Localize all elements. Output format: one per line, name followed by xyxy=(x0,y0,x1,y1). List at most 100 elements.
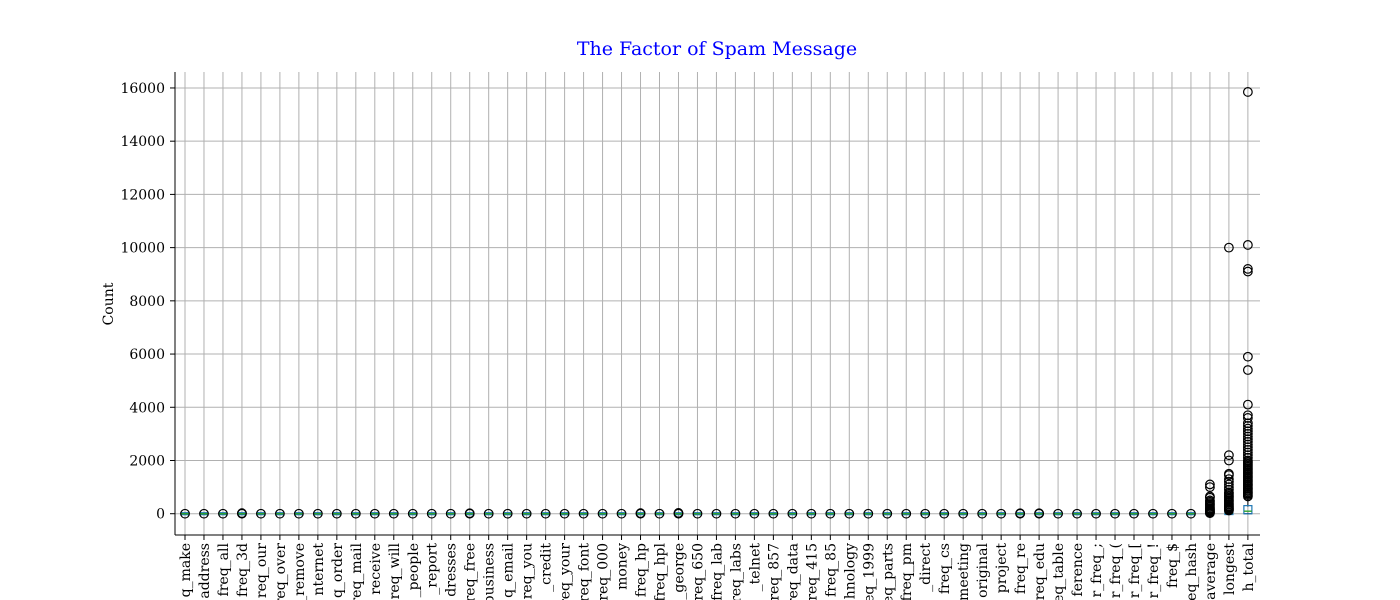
y-tick-label: 10000 xyxy=(120,241,165,257)
flier-point xyxy=(616,508,627,519)
flier-point xyxy=(312,508,323,519)
box-r_freq_; xyxy=(1091,512,1101,516)
box-req_hash xyxy=(1186,512,1196,516)
flier-point xyxy=(939,508,950,519)
box-_direct xyxy=(920,512,930,516)
box-nternet xyxy=(313,512,323,516)
x-ticks: q_make address freq_all freq_3d req_our req_o… xyxy=(178,535,1257,600)
box-req_000 xyxy=(597,512,608,516)
flier-point xyxy=(692,508,703,519)
flier-point xyxy=(1223,450,1234,461)
x-tick-label: _direct xyxy=(918,543,934,592)
flier-point xyxy=(464,508,475,519)
y-tick-label: 2000 xyxy=(129,453,165,469)
x-tick-label: freq_cs xyxy=(937,543,953,594)
flier-point xyxy=(1242,365,1253,375)
flier-point xyxy=(1242,439,1253,450)
box-freq_hpl xyxy=(654,512,665,516)
box-req_857 xyxy=(768,512,778,516)
box-req_415 xyxy=(806,512,816,516)
box-req_font xyxy=(578,512,589,516)
flier-point xyxy=(1242,421,1253,431)
flier-point xyxy=(806,508,817,519)
x-tick-labels: q_make address freq_all freq_3d req_our req_o… xyxy=(178,542,1257,600)
x-tick-label: req_our xyxy=(254,543,270,598)
x-tick-label: freq_$ xyxy=(1165,543,1181,588)
x-tick-label: q_order xyxy=(330,543,346,598)
box-hnology xyxy=(844,512,854,516)
x-tick-label: r_freq_! xyxy=(1146,543,1162,598)
x-tick-label: req_000 xyxy=(596,543,612,600)
flier-point xyxy=(749,508,760,519)
flier-point xyxy=(711,508,722,519)
box-freq_lab xyxy=(711,512,722,516)
flier-point xyxy=(1223,479,1234,490)
x-tick-label: req_1999 xyxy=(861,543,877,600)
flier-point xyxy=(1223,476,1234,487)
x-tick-label: req_650 xyxy=(690,543,706,600)
box-original xyxy=(977,512,987,516)
flier-point xyxy=(559,508,570,519)
x-tick-label: dresses xyxy=(444,543,460,597)
box-r_freq_( xyxy=(1110,512,1120,516)
box-q_email xyxy=(503,512,513,516)
flier-point xyxy=(1242,413,1253,423)
box-freq_cs xyxy=(939,512,949,516)
flier-point xyxy=(1015,508,1026,519)
flier-point xyxy=(920,508,931,519)
flier-point xyxy=(1205,479,1215,490)
box-req_free xyxy=(465,512,475,516)
flier-point xyxy=(977,508,988,519)
x-tick-label: meeting xyxy=(956,543,972,600)
flier-point xyxy=(1242,452,1253,463)
x-tick-label: h_total xyxy=(1241,542,1257,591)
box-req_table xyxy=(1053,512,1063,516)
flier-point xyxy=(1223,468,1234,479)
flier-point xyxy=(1242,426,1253,437)
flier-point xyxy=(1242,410,1253,421)
flier-point xyxy=(1242,428,1253,439)
box-money xyxy=(616,512,627,516)
x-tick-label: req_table xyxy=(1051,543,1067,600)
flier-point xyxy=(1223,455,1234,466)
x-tick-label: original xyxy=(975,542,991,597)
box-req_data xyxy=(787,512,797,516)
box-project xyxy=(996,512,1006,516)
box-req_edu xyxy=(1034,512,1044,516)
box-req_parts xyxy=(882,512,892,516)
box-iqr xyxy=(1243,505,1253,515)
box-req_mail xyxy=(351,512,361,516)
flier-point xyxy=(540,508,551,519)
x-tick-label: longest xyxy=(1222,543,1238,595)
x-tick-label: address xyxy=(197,543,213,599)
flier-point xyxy=(1223,484,1234,495)
flier-point xyxy=(1186,508,1196,519)
flier-point xyxy=(445,508,456,519)
flier-point xyxy=(863,508,874,519)
box-req_labs xyxy=(730,512,741,516)
flier-point xyxy=(1242,455,1253,466)
x-tick-label: business xyxy=(482,543,498,600)
flier-point xyxy=(1223,474,1234,485)
box-_people xyxy=(408,512,418,516)
box-address xyxy=(199,512,209,516)
fliers-layer xyxy=(180,87,1253,519)
flier-point xyxy=(1242,450,1253,461)
x-tick-label: _report xyxy=(425,543,441,595)
box-ference xyxy=(1072,512,1082,516)
box-freq_all xyxy=(218,512,228,516)
flier-point xyxy=(1223,482,1234,493)
x-tick-label: receive xyxy=(368,543,384,595)
x-tick-label: req_mail xyxy=(349,542,365,600)
y-tick-label: 12000 xyxy=(120,187,165,203)
flier-point xyxy=(483,508,494,519)
box-_telnet xyxy=(749,512,760,516)
x-tick-label: q_make xyxy=(178,543,194,597)
flier-point xyxy=(844,508,855,519)
flier-point xyxy=(1242,399,1253,410)
box-freq_hp xyxy=(635,512,646,516)
x-tick-label: req_font xyxy=(577,543,593,600)
x-tick-label: freq_pm xyxy=(899,543,915,600)
box-r_freq_[ xyxy=(1129,512,1139,516)
